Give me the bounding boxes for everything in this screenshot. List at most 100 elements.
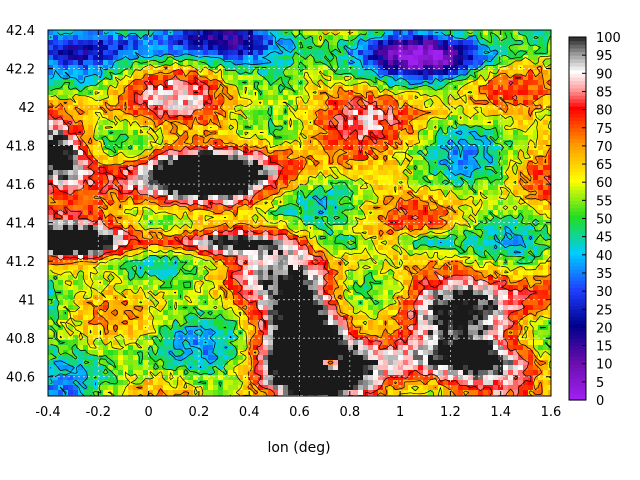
heatmap-cell	[213, 250, 219, 256]
heatmap-cell	[78, 40, 84, 46]
heatmap-cell	[303, 225, 309, 231]
heatmap-cell	[453, 95, 459, 101]
heatmap-cell	[83, 275, 89, 281]
heatmap-cell	[228, 100, 234, 106]
heatmap-cell	[408, 195, 414, 201]
heatmap-cell	[463, 180, 469, 186]
heatmap-cell	[138, 190, 144, 196]
heatmap-cell	[153, 210, 159, 216]
heatmap-cell	[153, 205, 159, 211]
heatmap-cell	[388, 95, 394, 101]
heatmap-cell	[453, 230, 459, 236]
heatmap-cell	[538, 190, 544, 196]
heatmap-cell	[528, 100, 534, 106]
heatmap-cell	[118, 165, 124, 171]
heatmap-cell	[358, 185, 364, 191]
heatmap-cell	[293, 200, 299, 206]
heatmap-cell	[248, 250, 254, 256]
heatmap-cell	[488, 245, 494, 251]
heatmap-cell	[158, 260, 164, 266]
heatmap-cell	[543, 185, 549, 191]
heatmap-cell	[448, 195, 454, 201]
heatmap-cell	[323, 225, 329, 231]
heatmap-cell	[423, 255, 429, 261]
heatmap-cell	[498, 125, 504, 131]
heatmap-cell	[378, 45, 384, 51]
heatmap-cell	[83, 150, 89, 156]
heatmap-cell	[178, 205, 184, 211]
heatmap-cell	[373, 195, 379, 201]
heatmap-cell	[493, 155, 499, 161]
heatmap-cell	[53, 40, 59, 46]
heatmap-cell	[188, 45, 194, 51]
heatmap-cell	[48, 205, 54, 211]
heatmap-cell	[463, 35, 469, 41]
heatmap-cell	[388, 250, 394, 256]
heatmap-cell	[168, 260, 174, 266]
heatmap-cell	[333, 160, 339, 166]
heatmap-cell	[343, 145, 349, 151]
heatmap-cell	[503, 120, 509, 126]
heatmap-cell	[328, 140, 334, 146]
heatmap-cell	[153, 260, 159, 266]
heatmap-cell	[528, 125, 534, 131]
heatmap-cell	[78, 70, 84, 76]
heatmap-cell	[383, 160, 389, 166]
heatmap-cell	[513, 125, 519, 131]
heatmap-cell	[508, 125, 514, 131]
heatmap-cell	[58, 215, 64, 221]
heatmap-cell	[158, 95, 164, 101]
heatmap-cell	[128, 45, 134, 51]
heatmap-cell	[463, 135, 469, 141]
heatmap-cell	[488, 70, 494, 76]
heatmap-cell	[278, 155, 284, 161]
heatmap-cell	[388, 75, 394, 81]
heatmap-cell	[448, 270, 454, 276]
heatmap-cell	[128, 85, 134, 91]
heatmap-cell	[88, 80, 94, 86]
heatmap-cell	[73, 195, 79, 201]
heatmap-cell	[248, 210, 254, 216]
heatmap-cell	[278, 175, 284, 181]
heatmap-cell	[158, 80, 164, 86]
heatmap-cell	[98, 125, 104, 131]
heatmap-cell	[163, 270, 169, 276]
heatmap-cell	[278, 215, 284, 221]
heatmap-cell	[98, 260, 104, 266]
heatmap-cell	[458, 220, 464, 226]
heatmap-cell	[408, 70, 414, 76]
heatmap-cell	[383, 105, 389, 111]
heatmap-cell	[318, 240, 324, 246]
heatmap-cell	[278, 210, 284, 216]
heatmap-cell	[143, 275, 149, 281]
heatmap-cell	[173, 135, 179, 141]
heatmap-cell	[468, 170, 474, 176]
heatmap-cell	[63, 215, 69, 221]
heatmap-cell	[473, 95, 479, 101]
heatmap-cell	[488, 45, 494, 51]
heatmap-cell	[148, 185, 154, 191]
heatmap-cell	[138, 175, 144, 181]
heatmap-cell	[463, 70, 469, 76]
heatmap-cell	[88, 160, 94, 166]
heatmap-cell	[543, 60, 549, 66]
heatmap-cell	[208, 220, 214, 226]
heatmap-cell	[428, 160, 434, 166]
heatmap-cell	[98, 135, 104, 141]
heatmap-cell	[128, 260, 134, 266]
heatmap-cell	[68, 210, 74, 216]
heatmap-cell	[488, 190, 494, 196]
heatmap-cell	[118, 60, 124, 66]
heatmap-cell	[223, 50, 229, 56]
heatmap-cell	[513, 230, 519, 236]
heatmap-cell	[178, 50, 184, 56]
heatmap-cell	[58, 260, 64, 266]
heatmap-cell	[473, 85, 479, 91]
heatmap-cell	[428, 195, 434, 201]
heatmap-cell	[368, 250, 374, 256]
heatmap-cell	[358, 160, 364, 166]
heatmap-cell	[483, 210, 489, 216]
heatmap-cell	[513, 80, 519, 86]
heatmap-cell	[408, 205, 414, 211]
heatmap-cell	[353, 255, 359, 261]
